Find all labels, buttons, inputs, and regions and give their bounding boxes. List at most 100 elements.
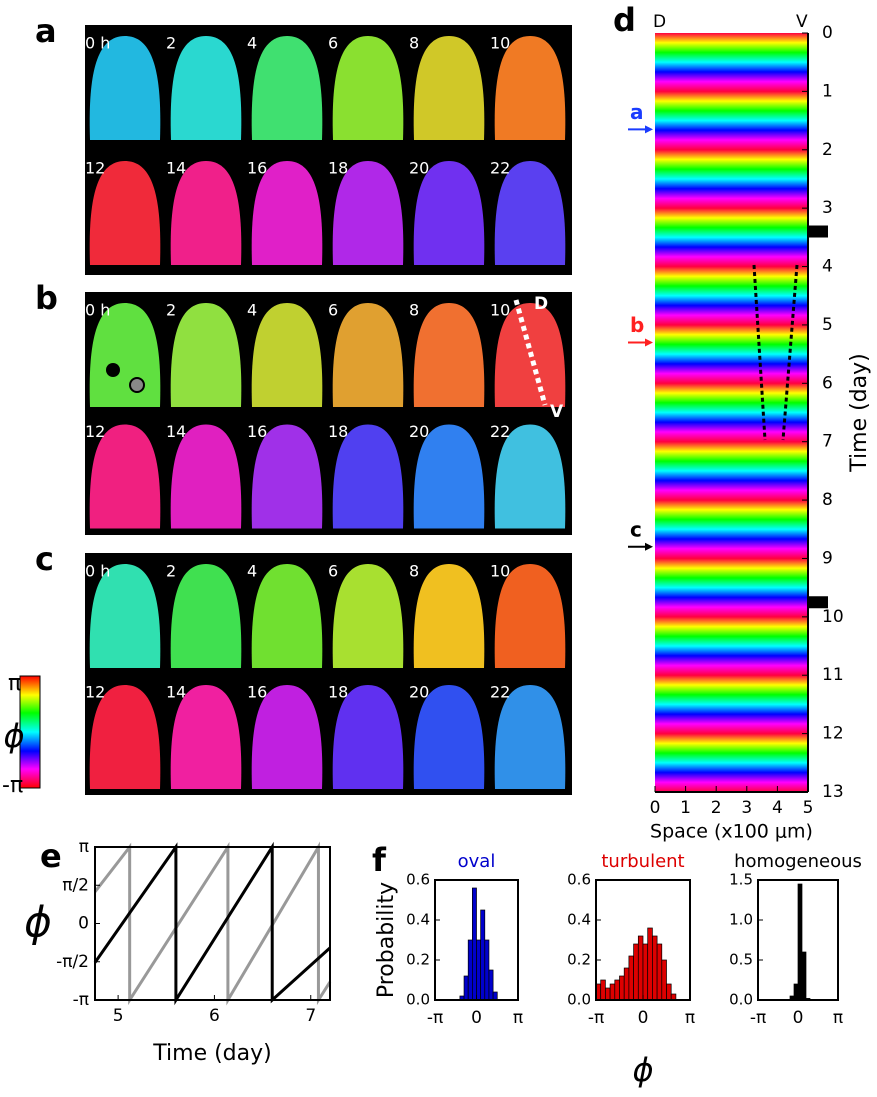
y-axis-label: Probability [374, 882, 399, 998]
frame-label: 12 [85, 683, 105, 702]
frame-label: 14 [166, 422, 186, 441]
hist-bar [467, 939, 473, 1001]
marker-dot [106, 363, 120, 377]
phase-frame [170, 564, 242, 668]
phase-panel [85, 25, 572, 275]
panel-label: c [35, 540, 54, 578]
y-tick-label: 0.0 [567, 991, 591, 1009]
frame-label: 14 [166, 159, 186, 178]
x-tick-label: π [513, 1008, 523, 1028]
y-tick-label: 0.4 [567, 911, 591, 929]
x-tick-label: 0 [471, 1008, 482, 1028]
x-tick-label: 0 [638, 1008, 649, 1028]
hist-bar [661, 959, 667, 1001]
phase-frame [89, 161, 161, 265]
hist-bar [628, 955, 634, 1001]
x-tick-label: 6 [209, 1006, 220, 1026]
x-tick-label: -π [427, 1008, 443, 1028]
y-tick-label: 10 [822, 607, 844, 627]
phase-frame [170, 424, 242, 529]
colorbar [19, 675, 41, 789]
phase-frame [170, 303, 242, 407]
y-tick-label: 9 [822, 548, 833, 568]
y-tick-label: 0 [78, 914, 89, 934]
dashed-line [752, 264, 767, 441]
phase-frame [332, 36, 404, 140]
frame-label: 0 h [85, 34, 110, 53]
phase-line [93, 841, 332, 1006]
hist-bar [492, 991, 498, 1001]
x-tick-label: π [833, 1008, 843, 1028]
frame-label: 10 [490, 301, 510, 320]
y-tick-label: 2 [822, 140, 833, 160]
phase-frame [494, 36, 566, 140]
kymograph [655, 33, 808, 792]
y-tick-label: 11 [822, 665, 844, 685]
y-axis-label: ϕ [24, 898, 52, 947]
frame-label: 8 [409, 34, 419, 53]
y-tick-label: 0 [822, 23, 833, 43]
hist-bar [647, 927, 653, 1001]
y-tick-label: -π/2 [56, 952, 89, 972]
y-tick-label: 13 [822, 782, 844, 802]
phase-frame [413, 161, 485, 265]
hist-bar [637, 935, 644, 1001]
hist-bar [609, 983, 616, 1001]
frame-label: 8 [409, 301, 419, 320]
phase-frame [494, 161, 566, 265]
hist-bar [619, 975, 625, 1001]
arrow-label: b [630, 313, 644, 337]
y-tick-label: 0.6 [406, 871, 430, 889]
y-tick-label: 8 [822, 490, 833, 510]
hist-bar [666, 983, 672, 1001]
colorbar-symbol: ϕ [3, 717, 24, 755]
x-tick-label: 1 [680, 798, 691, 818]
hist-title: turbulent [601, 851, 684, 872]
frame-label: 16 [247, 159, 267, 178]
y-tick-label: π [79, 837, 89, 857]
panel-label: e [40, 837, 62, 875]
frame-label: 8 [409, 562, 419, 581]
hist-bar [656, 943, 663, 1001]
hist-bar [600, 979, 606, 1001]
marker-dot [129, 377, 145, 393]
hist-bar [471, 887, 477, 1001]
y-tick-label: 4 [822, 257, 833, 277]
annotation: D [534, 294, 548, 314]
colorbar-top: π [8, 671, 21, 696]
y-axis-label: Time (day) [847, 353, 872, 472]
frame-label: 2 [166, 301, 176, 320]
x-tick-label: 5 [113, 1006, 124, 1026]
phase-frame [89, 564, 161, 668]
x-tick-label: -π [588, 1008, 604, 1028]
x-axis-label: ϕ [632, 1051, 653, 1089]
y-tick-label: 7 [822, 432, 833, 452]
hist-bar [793, 983, 799, 1001]
phase-frame [251, 303, 323, 407]
phase-frame [413, 685, 485, 789]
hist-bar [652, 935, 658, 1001]
frame-label: 0 h [85, 562, 110, 581]
frame-label: 18 [328, 159, 348, 178]
frame-label: 0 h [85, 301, 110, 320]
panel-label: f [372, 841, 387, 879]
hist-bar [642, 943, 649, 1001]
y-tick-label: 0.4 [406, 911, 430, 929]
x-tick-label: 2 [711, 798, 722, 818]
frame-label: 22 [490, 159, 510, 178]
colorbar-bottom: -π [2, 773, 23, 798]
y-tick-label: 0.2 [406, 951, 430, 969]
time-marker [808, 225, 828, 238]
hist-bar [633, 943, 639, 1001]
edge-label: V [796, 12, 808, 32]
frame-label: 2 [166, 562, 176, 581]
hist-title: oval [458, 851, 496, 872]
y-tick-label: 0.5 [729, 951, 753, 969]
frame-label: 4 [247, 562, 257, 581]
frame-label: 6 [328, 301, 338, 320]
hist-bar [484, 939, 490, 1001]
frame-label: 12 [85, 159, 105, 178]
phase-frame [170, 161, 242, 265]
phase-line [93, 841, 332, 1006]
